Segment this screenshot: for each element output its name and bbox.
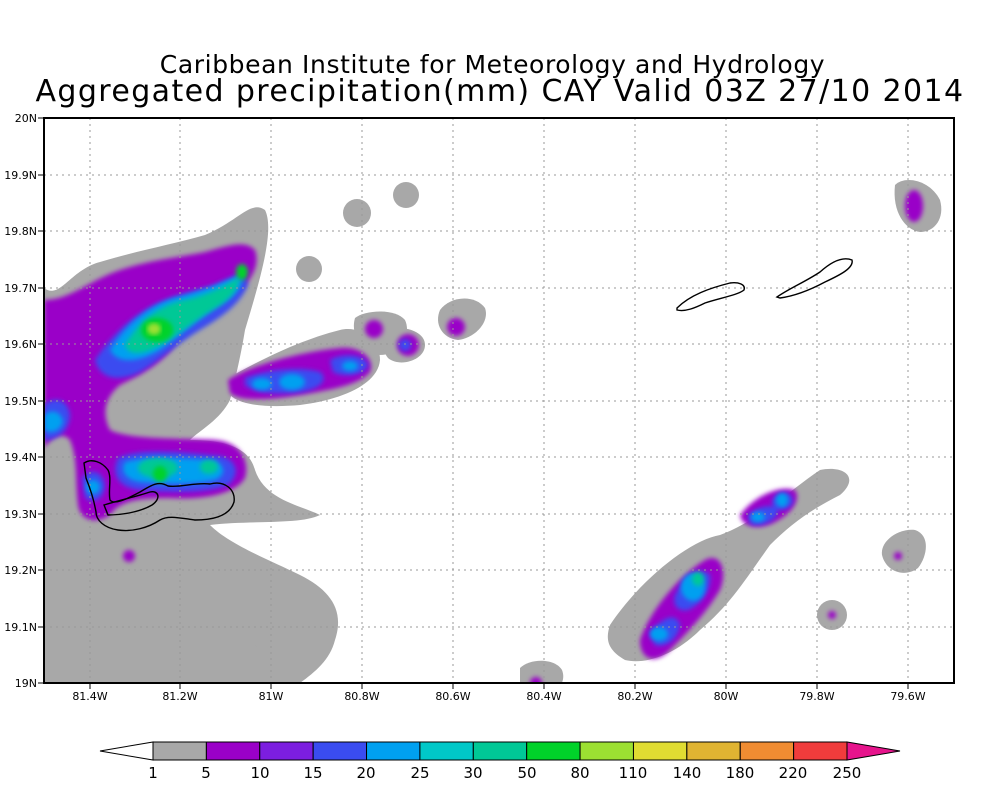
lat-tick-label: 19.6N xyxy=(4,338,37,351)
lat-tick-label: 19.5N xyxy=(4,395,37,408)
lon-tick-label: 80.6W xyxy=(435,690,470,703)
colorbar-label: 180 xyxy=(726,764,755,782)
colorbar-swatch xyxy=(366,741,421,761)
grand-cayman-sound xyxy=(103,491,159,516)
title-line-1: Caribbean Institute for Meteorology and … xyxy=(159,50,826,79)
lon-tick-label: 81.4W xyxy=(72,690,107,703)
cayman-brac-outline xyxy=(775,258,853,299)
colorbar-high-arrow xyxy=(846,741,901,761)
little-cayman-outline xyxy=(676,282,745,312)
lon-tick-label: 81.2W xyxy=(162,690,197,703)
lat-tick-label: 19.3N xyxy=(4,508,37,521)
colorbar-swatch xyxy=(579,741,634,761)
colorbar-label: 220 xyxy=(779,764,808,782)
grid-lines xyxy=(44,118,954,683)
colorbar-label: 20 xyxy=(356,764,375,782)
colorbar-label: 10 xyxy=(250,764,269,782)
precipitation-field xyxy=(44,180,942,683)
precip-level-80 xyxy=(147,323,161,335)
colorbar-label: 110 xyxy=(619,764,648,782)
colorbar-swatch xyxy=(632,741,688,761)
lon-tick-label: 80.2W xyxy=(617,690,652,703)
title-line-2: Aggregated precipitation(mm) CAY Valid 0… xyxy=(35,74,965,109)
colorbar-swatch xyxy=(312,741,368,761)
colorbar-label: 50 xyxy=(517,764,536,782)
lat-tick-label: 19.4N xyxy=(4,451,37,464)
colorbar-swatch xyxy=(205,741,261,761)
colorbar: 1 5 10 15 20 25 30 50 80 110 140 180 220… xyxy=(99,741,901,782)
lat-tick-label: 20N xyxy=(15,112,37,125)
lon-tick-label: 79.6W xyxy=(890,690,925,703)
colorbar-label: 250 xyxy=(833,764,862,782)
colorbar-label: 30 xyxy=(463,764,482,782)
lon-tick-label: 80.4W xyxy=(526,690,561,703)
lon-tick-label: 80W xyxy=(714,690,739,703)
lat-tick-label: 19.2N xyxy=(4,564,37,577)
colorbar-swatch xyxy=(686,741,741,761)
lat-tick-label: 19N xyxy=(15,677,37,690)
colorbar-swatch xyxy=(419,741,474,761)
colorbar-label: 80 xyxy=(570,764,589,782)
colorbar-label: 15 xyxy=(303,764,322,782)
lon-tick-label: 81W xyxy=(259,690,284,703)
colorbar-swatch xyxy=(739,741,795,761)
lat-tick-label: 19.8N xyxy=(4,225,37,238)
lat-tick-label: 19.9N xyxy=(4,169,37,182)
lon-tick-labels: 81.4W 81.2W 81W 80.8W 80.6W 80.4W 80.2W … xyxy=(72,690,925,703)
lon-tick-label: 79.8W xyxy=(799,690,834,703)
colorbar-swatch xyxy=(526,741,581,761)
lat-tick-label: 19.1N xyxy=(4,621,37,634)
coastlines xyxy=(83,258,853,532)
colorbar-low-arrow xyxy=(99,741,154,761)
colorbar-label: 25 xyxy=(410,764,429,782)
grand-cayman-outline xyxy=(83,460,235,532)
colorbar-label: 5 xyxy=(201,764,211,782)
colorbar-swatch xyxy=(259,741,314,761)
lon-tick-label: 80.8W xyxy=(344,690,379,703)
colorbar-swatch xyxy=(793,741,848,761)
colorbar-label: 140 xyxy=(673,764,702,782)
colorbar-swatch xyxy=(152,741,207,761)
lat-tick-labels: 19N 19.1N 19.2N 19.3N 19.4N 19.5N 19.6N … xyxy=(4,112,37,690)
tick-marks xyxy=(38,117,909,689)
colorbar-swatch xyxy=(472,741,528,761)
colorbar-label: 1 xyxy=(148,764,158,782)
lat-tick-label: 19.7N xyxy=(4,282,37,295)
